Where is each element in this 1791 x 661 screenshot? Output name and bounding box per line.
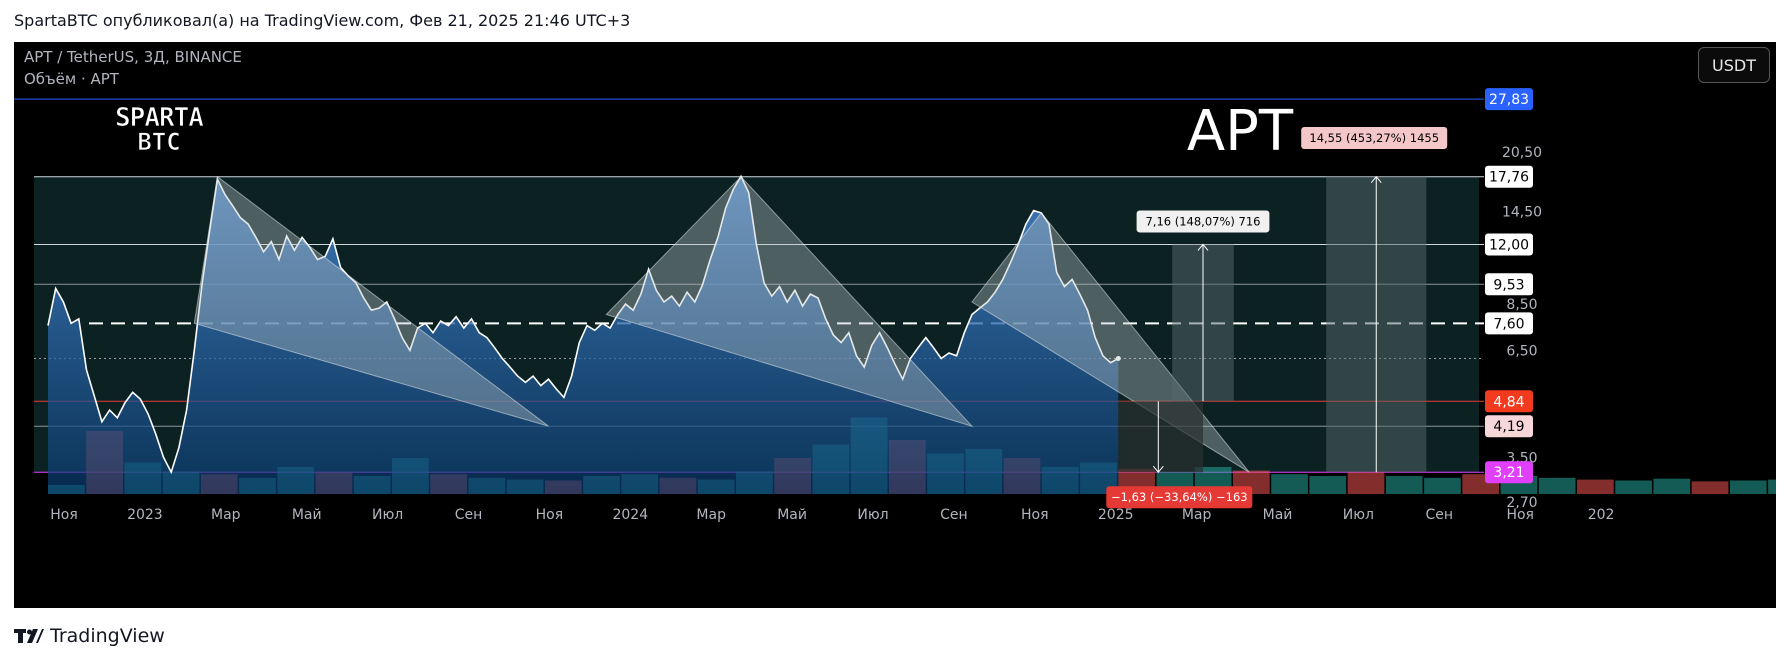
price-tag: [1485, 273, 1533, 296]
y-tick-label: 2,70: [1506, 495, 1537, 511]
price-tag-label: 17,76: [1489, 170, 1529, 186]
price-line[interactable]: [47, 174, 1119, 475]
price-tag: [1485, 461, 1533, 484]
projection-label-bg: [1301, 127, 1448, 149]
arrow-head-icon: [1197, 243, 1209, 251]
last-price-dot: [1115, 356, 1121, 362]
price-tag-label: 4,84: [1493, 394, 1524, 410]
x-tick-label: Май: [1263, 507, 1293, 523]
price-tag-label: 9,53: [1493, 277, 1524, 293]
price-tag: [1485, 88, 1533, 111]
volume-bar: [1768, 479, 1776, 494]
x-tick-label: Июл: [372, 507, 403, 523]
tradingview-logo[interactable]: TradingView: [14, 623, 165, 649]
price-tag: [1485, 415, 1533, 438]
x-tick-label: Мар: [211, 507, 241, 523]
price-tag-label: 3,21: [1493, 465, 1524, 481]
sparta-logo-line1: SPARTA: [115, 103, 204, 133]
x-tick-label: Май: [292, 507, 322, 523]
arrow-head-icon: [1152, 465, 1164, 474]
price-tag: [1485, 312, 1533, 335]
chart-panel[interactable]: 7,16 (148,07%) 716 14,55 (453,27%) 1455 −1…: [14, 42, 1776, 608]
price-tag-label: 4,19: [1493, 419, 1524, 435]
volume-bar: [1538, 477, 1576, 494]
volume-bar: [1653, 478, 1691, 494]
x-tick-label: Мар: [1182, 507, 1212, 523]
volume-bar: [1691, 481, 1729, 494]
volume-bar: [1729, 480, 1767, 494]
tradingview-brand: TradingView: [50, 625, 165, 647]
x-tick-label: 2024: [612, 507, 648, 523]
x-tick-label: Сен: [1426, 507, 1454, 523]
symbol-title: APT / TetherUS, 3Д, BINANCE: [24, 48, 242, 66]
volume-legend: Объём · APT: [24, 70, 120, 88]
volume-bar: [1424, 477, 1461, 494]
projection-label: 7,16 (148,07%) 716: [1145, 214, 1260, 228]
price-tag-label: 12,00: [1489, 237, 1529, 253]
wedge-pattern: [193, 175, 549, 427]
volume-bar: [1309, 476, 1347, 494]
y-tick-label: 20,50: [1502, 145, 1542, 161]
x-tick-label: Ноя: [536, 507, 564, 523]
projection-label: 14,55 (453,27%) 1455: [1309, 131, 1439, 145]
y-tick-label: 8,50: [1506, 297, 1537, 313]
arrow-head-icon: [1370, 175, 1382, 184]
wedge-pattern: [605, 175, 974, 428]
projection-box: [1118, 401, 1203, 473]
projection-label-bg: [1106, 486, 1253, 509]
volume-bar: [1577, 479, 1614, 494]
x-tick-label: Ноя: [50, 507, 78, 523]
volume-bar: [1347, 472, 1385, 494]
x-tick-label: 202: [1588, 507, 1615, 523]
currency-button[interactable]: USDT: [1698, 47, 1770, 83]
x-tick-label: Май: [777, 507, 807, 523]
y-tick-label: 14,50: [1502, 205, 1542, 221]
big-ticker-title: APT: [1187, 99, 1294, 164]
x-tick-label: Ноя: [1021, 507, 1049, 523]
price-tag-label: 27,83: [1489, 92, 1529, 108]
x-tick-label: 2023: [127, 507, 163, 523]
x-tick-label: Июл: [1343, 507, 1374, 523]
price-tag-label: 7,60: [1493, 316, 1524, 332]
x-tick-label: Сен: [455, 507, 483, 523]
volume-bar: [1615, 480, 1652, 494]
publish-header: SpartaBTC опубликовал(а) на TradingView.…: [14, 11, 631, 30]
x-tick-label: 2025: [1098, 507, 1134, 523]
price-tag: [1485, 233, 1533, 256]
volume-bar: [1385, 476, 1423, 494]
x-tick-label: Ноя: [1506, 507, 1534, 523]
sparta-logo-line2: BTC: [137, 128, 180, 156]
y-tick-label: 6,50: [1506, 343, 1537, 359]
price-chart[interactable]: 7,16 (148,07%) 716 14,55 (453,27%) 1455 −1…: [14, 42, 1776, 608]
x-tick-label: Июл: [857, 507, 888, 523]
volume-bar: [1271, 474, 1308, 494]
tradingview-mark-icon: [14, 628, 44, 644]
projection-label: −1,63 (−33,64%) −163: [1111, 490, 1248, 504]
x-tick-label: Сен: [940, 507, 968, 523]
price-tag: [1485, 165, 1533, 188]
projection-label-bg: [1136, 210, 1270, 233]
price-tag: [1485, 390, 1533, 413]
x-tick-label: Мар: [696, 507, 726, 523]
